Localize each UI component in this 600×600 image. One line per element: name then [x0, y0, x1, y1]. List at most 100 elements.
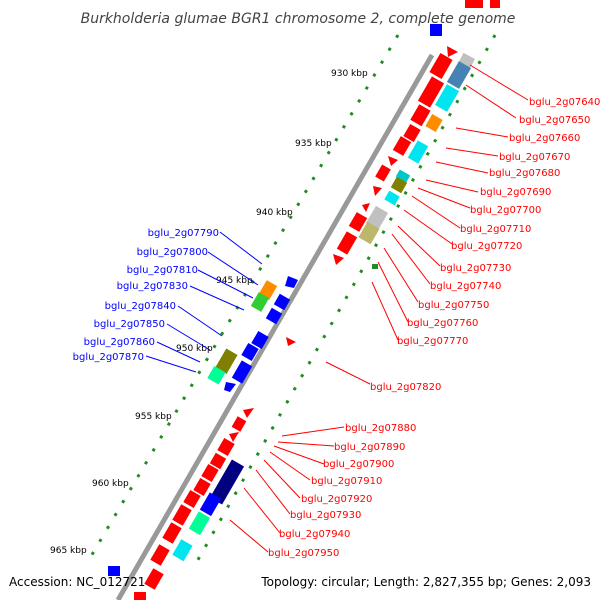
gene-label[interactable]: bglu_2g07670 [499, 152, 570, 163]
gene-label[interactable]: bglu_2g07830 [117, 281, 188, 292]
gene-feature [407, 140, 429, 164]
connector [197, 269, 254, 299]
connector [145, 355, 197, 373]
gene-label[interactable]: bglu_2g07650 [519, 115, 590, 126]
gene-feature [108, 566, 120, 576]
connector [411, 195, 461, 229]
forward-strand-genes [108, 276, 298, 576]
gene-feature [348, 212, 368, 232]
connector [189, 285, 245, 311]
gene-feature [209, 452, 227, 470]
gene-feature [188, 511, 211, 536]
gene-feature [410, 104, 431, 127]
gene-feature [273, 293, 291, 311]
connector [255, 469, 291, 515]
gene-label[interactable]: bglu_2g07730 [440, 263, 511, 274]
connector [273, 445, 325, 465]
gene-feature [390, 176, 408, 194]
kbp-label: 950 kbp [176, 344, 213, 354]
gene-feature [286, 337, 296, 346]
gene-label[interactable]: bglu_2g07800 [137, 247, 208, 258]
connector [435, 161, 489, 174]
kbp-label: 960 kbp [92, 479, 129, 489]
gene-label[interactable]: bglu_2g07690 [480, 187, 551, 198]
gene-label[interactable]: bglu_2g07850 [94, 319, 165, 330]
right-connectors [229, 64, 529, 553]
connector [391, 233, 431, 285]
gene-feature [229, 432, 239, 442]
kbp-label: 930 kbp [331, 69, 368, 79]
gene-feature [144, 568, 164, 590]
gene-feature [265, 307, 283, 325]
gene-feature [395, 169, 411, 183]
gene-label[interactable]: bglu_2g07770 [397, 336, 468, 347]
gene-feature [447, 46, 458, 57]
gene-feature [375, 164, 391, 182]
gene-label[interactable]: bglu_2g07790 [148, 228, 219, 239]
gene-label[interactable]: bglu_2g07890 [334, 442, 405, 453]
gene-feature [425, 113, 443, 133]
gene-label[interactable]: bglu_2g07750 [418, 300, 489, 311]
connector [281, 426, 345, 437]
gene-label[interactable]: bglu_2g07940 [279, 529, 350, 540]
gene-feature [199, 492, 222, 517]
gene-label[interactable]: bglu_2g07930 [290, 510, 361, 521]
gene-feature [429, 52, 453, 80]
gene-label[interactable]: bglu_2g07900 [323, 459, 394, 470]
kbp-label: 955 kbp [135, 412, 172, 422]
connector [166, 323, 211, 351]
gene-feature [217, 437, 235, 457]
gene-label[interactable]: bglu_2g07820 [370, 382, 441, 393]
reverse-strand-genes [134, 46, 475, 600]
connector [403, 209, 453, 245]
top-partial-genes [430, 0, 500, 36]
accession-text: Accession: NC_012721 [9, 575, 145, 589]
gene-feature [207, 365, 226, 385]
connector [425, 179, 479, 193]
connector [156, 341, 201, 363]
gene-feature [333, 254, 344, 265]
gene-feature [250, 292, 270, 312]
gene-feature [358, 221, 380, 245]
gene-label[interactable]: bglu_2g07760 [407, 318, 478, 329]
connector [325, 361, 371, 385]
gene-feature [372, 264, 378, 269]
gene-feature [388, 156, 398, 166]
gene-label[interactable]: bglu_2g07660 [509, 133, 580, 144]
gene-feature [465, 0, 483, 8]
gene-label[interactable]: bglu_2g07640 [529, 97, 600, 108]
connector [269, 451, 311, 481]
gene-label[interactable]: bglu_2g07720 [451, 241, 522, 252]
gene-feature [362, 203, 370, 212]
gene-feature [446, 61, 472, 89]
gene-feature [241, 342, 259, 362]
gene-feature [373, 186, 382, 196]
gene-label[interactable]: bglu_2g07920 [301, 494, 372, 505]
gene-label[interactable]: bglu_2g07680 [489, 168, 560, 179]
gene-feature [336, 231, 358, 255]
gene-feature [172, 539, 193, 562]
gene-feature [193, 477, 211, 497]
gene-label[interactable]: bglu_2g07870 [73, 352, 144, 363]
gene-feature [209, 459, 245, 505]
gene-label[interactable]: bglu_2g07950 [268, 548, 339, 559]
gene-feature [134, 592, 146, 600]
gene-label[interactable]: bglu_2g07860 [84, 337, 155, 348]
gene-label[interactable]: bglu_2g07810 [127, 265, 198, 276]
gene-label[interactable]: bglu_2g07740 [430, 281, 501, 292]
gene-label[interactable]: bglu_2g07710 [460, 224, 531, 235]
gene-feature [417, 76, 445, 108]
gene-label[interactable]: bglu_2g07880 [345, 423, 416, 434]
gene-label[interactable]: bglu_2g07840 [105, 301, 176, 312]
connector [263, 459, 301, 499]
kbp-label: 965 kbp [50, 546, 87, 556]
gene-label[interactable]: bglu_2g07910 [311, 476, 382, 487]
kbp-labels: 930 kbp 935 kbp 940 kbp 945 kbp 950 kbp … [50, 69, 368, 556]
gene-feature [430, 24, 442, 36]
connector [469, 64, 529, 101]
gene-label[interactable]: bglu_2g07700 [470, 205, 541, 216]
connector [445, 147, 499, 157]
connector [277, 441, 335, 447]
